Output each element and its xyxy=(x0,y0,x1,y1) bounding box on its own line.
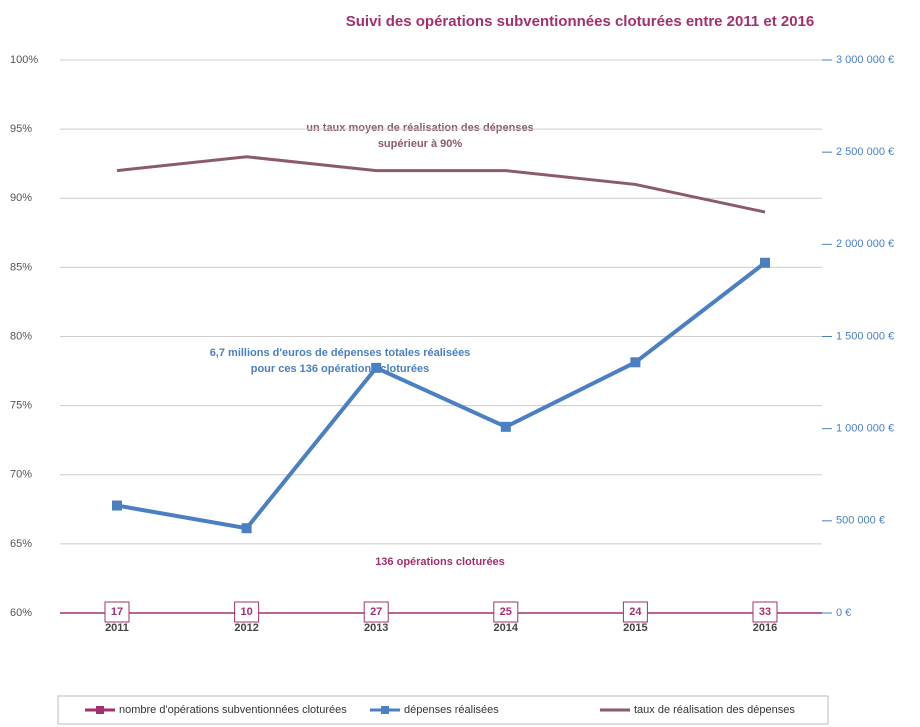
y-tick-label: 95% xyxy=(10,123,32,135)
x-tick-label: 2012 xyxy=(234,622,258,634)
count-label: 24 xyxy=(629,606,642,618)
count-box xyxy=(363,601,389,623)
y2-tick-label: 1 000 000 € xyxy=(836,423,894,435)
annotation: 136 opérations cloturées xyxy=(375,556,505,568)
y-tick-label: 80% xyxy=(10,330,32,342)
marker xyxy=(500,421,511,432)
y2-tick-label: 3 000 000 € xyxy=(836,54,894,66)
legend-label: nombre d'opérations subventionnées clotu… xyxy=(119,704,347,716)
marker xyxy=(760,257,770,268)
y-tick-label: 100% xyxy=(10,54,38,66)
annotation: supérieur à 90% xyxy=(378,138,463,150)
annotation: 6,7 millions d'euros de dépenses totales… xyxy=(210,347,471,359)
x-tick-label: 2015 xyxy=(623,622,647,634)
legend-label: dépenses réalisées xyxy=(404,704,499,716)
y2-tick-label: 500 000 € xyxy=(836,515,885,527)
count-label: 33 xyxy=(759,606,771,618)
count-label: 25 xyxy=(500,606,512,618)
count-label: 27 xyxy=(370,606,382,618)
y-tick-label: 65% xyxy=(10,538,32,550)
annotation: un taux moyen de réalisation des dépense… xyxy=(306,122,533,134)
y2-tick-label: 0 € xyxy=(836,607,851,619)
y-tick-label: 60% xyxy=(10,607,32,619)
count-label: 10 xyxy=(240,606,252,618)
x-tick-label: 2011 xyxy=(105,622,129,634)
y-tick-label: 75% xyxy=(10,400,32,412)
marker xyxy=(112,500,122,511)
x-tick-label: 2014 xyxy=(494,622,519,634)
count-box xyxy=(752,601,778,623)
marker xyxy=(630,357,641,368)
marker xyxy=(371,362,382,373)
marker xyxy=(241,523,252,534)
series-line xyxy=(116,261,767,531)
legend-marker xyxy=(381,706,389,714)
y2-tick-label: 2 000 000 € xyxy=(836,238,894,250)
count-label: 17 xyxy=(111,606,123,618)
y-tick-label: 85% xyxy=(10,261,32,273)
legend-label: taux de réalisation des dépenses xyxy=(634,704,795,716)
series-line xyxy=(116,155,766,214)
legend-box xyxy=(57,695,829,725)
x-tick-label: 2013 xyxy=(364,622,388,634)
legend-marker xyxy=(96,706,104,714)
y2-tick-label: 1 500 000 € xyxy=(836,330,894,342)
x-tick-label: 2016 xyxy=(753,622,777,634)
annotation: pour ces 136 opérations cloturées xyxy=(251,363,430,375)
count-box xyxy=(493,601,519,623)
y-tick-label: 90% xyxy=(10,192,32,204)
y2-tick-label: 2 500 000 € xyxy=(836,146,894,158)
count-box xyxy=(104,601,130,623)
y-tick-label: 70% xyxy=(10,469,32,481)
chart-title: Suivi des opérations subventionnées clot… xyxy=(346,13,815,30)
count-box xyxy=(234,601,260,623)
count-box xyxy=(622,601,648,623)
